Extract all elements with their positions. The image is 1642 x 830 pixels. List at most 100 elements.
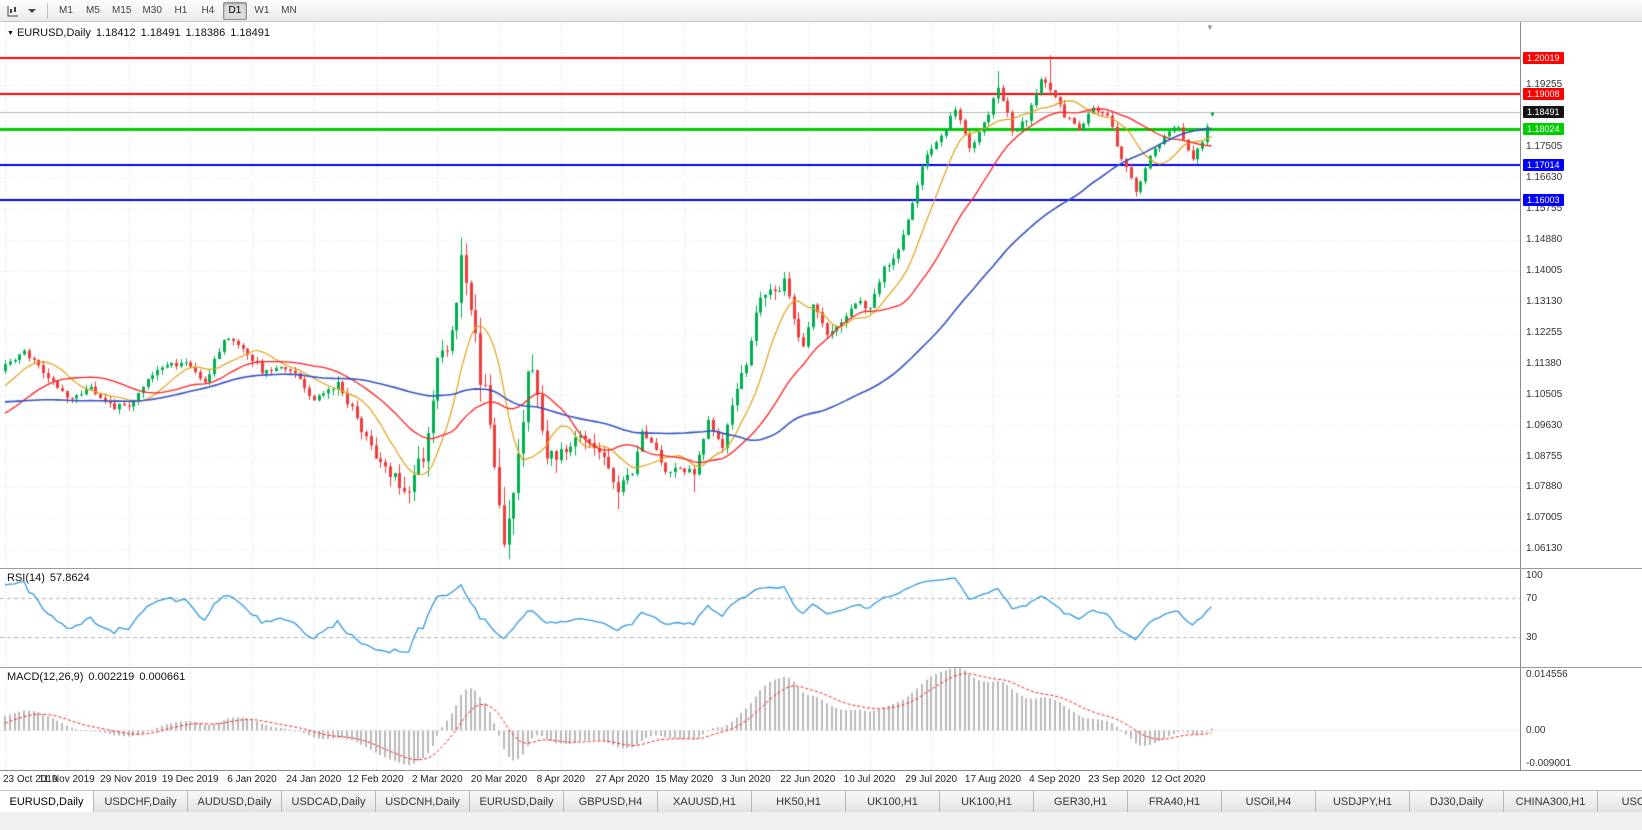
chart-tab-14-usdjpy-h1[interactable]: USDJPY,H1 — [1316, 791, 1410, 812]
timeframe-button-m15[interactable]: M15 — [112, 4, 132, 16]
price-tick-label: 1.17505 — [1526, 141, 1563, 153]
chart-title: ▼ EURUSD,Daily 1.18412 1.18491 1.18386 1.1849… — [7, 27, 270, 39]
price-tick-label: 1.08755 — [1526, 450, 1563, 462]
macd-axis-label: 0.00 — [1526, 725, 1546, 737]
macd-main-value: 0.002219 — [88, 671, 135, 683]
chart-canvas[interactable] — [0, 22, 1520, 770]
ohlc-high: 1.18491 — [140, 27, 181, 39]
price-level-badge: 1.18024 — [1523, 122, 1564, 135]
price-tick-label: 1.07880 — [1526, 481, 1563, 493]
bottom-strip — [0, 812, 1642, 830]
date-axis-label: 23 Sep 2020 — [1088, 774, 1145, 785]
price-tick-label: 1.16630 — [1526, 172, 1563, 184]
chevron-down-icon[interactable] — [23, 2, 41, 20]
chart-tab-13-usoil-h4[interactable]: USOil,H4 — [1222, 791, 1316, 812]
price-axis[interactable]: 1.192551.183801.175051.166301.157551.148… — [1520, 22, 1642, 770]
chart-tab-6-gbpusd-h4[interactable]: GBPUSD,H4 — [564, 791, 658, 812]
timeframe-button-w1[interactable]: W1 — [254, 4, 270, 16]
macd-signal-value: 0.000661 — [139, 671, 186, 683]
date-axis-label: 4 Sep 2020 — [1029, 774, 1081, 785]
rsi-value: 57.8624 — [49, 572, 90, 584]
macd-axis-label: 0.014556 — [1526, 669, 1568, 680]
date-axis-label: 29 Jul 2020 — [905, 774, 958, 785]
date-axis-label: 29 Nov 2019 — [100, 774, 157, 785]
chart-tab-9-uk100-h1[interactable]: UK100,H1 — [846, 791, 940, 812]
chart-tab-3-usdcad-daily[interactable]: USDCAD,Daily — [282, 791, 376, 812]
timeframe-button-m1[interactable]: M1 — [59, 4, 73, 16]
timeframe-button-m30[interactable]: M30 — [142, 4, 162, 16]
timeframe-button-d1[interactable]: D1 — [222, 1, 247, 20]
chart-symbol: EURUSD,Daily — [16, 27, 91, 39]
chart-tab-4-usdcnh-daily[interactable]: USDCNH,Daily — [376, 791, 470, 812]
date-axis-label: 22 Jun 2020 — [780, 774, 836, 785]
price-tick-label: 1.15755 — [1526, 203, 1563, 215]
date-axis-label: 12 Feb 2020 — [347, 774, 404, 785]
price-tick-label: 1.07005 — [1526, 512, 1563, 524]
price-level-badge: 1.20019 — [1523, 52, 1564, 65]
price-tick-label: 1.14880 — [1526, 234, 1563, 246]
rsi-label: RSI(14) 57.8624 — [7, 572, 90, 584]
date-axis-label: 11 Nov 2019 — [38, 774, 95, 785]
ohlc-close: 1.18491 — [230, 27, 270, 39]
chart-tab-1-usdchf-daily[interactable]: USDCHF,Daily — [94, 791, 188, 812]
price-tick-label: 1.10505 — [1526, 388, 1563, 400]
date-axis[interactable]: 23 Oct 2019 11 Nov 2019 29 Nov 2019 19 Dec … — [0, 770, 1642, 790]
date-axis-label: 8 Apr 2020 — [536, 774, 585, 785]
rsi-axis-label: 30 — [1526, 631, 1538, 643]
timeframe-button-h4[interactable]: H4 — [201, 4, 215, 16]
pane-separator-rsi[interactable] — [0, 568, 1642, 569]
price-level-badge: 1.18491 — [1523, 106, 1564, 119]
price-level-badge: 1.16003 — [1523, 194, 1564, 207]
chart-tab-16-china300-h1[interactable]: CHINA300,H1 — [1504, 791, 1598, 812]
chart-tab-11-ger30-h1[interactable]: GER30,H1 — [1034, 791, 1128, 812]
chart-tab-12-fra40-h1[interactable]: FRA40,H1 — [1128, 791, 1222, 812]
date-axis-label: 24 Jan 2020 — [286, 774, 342, 785]
pane-separator-macd[interactable] — [0, 667, 1642, 668]
ohlc-low: 1.18386 — [185, 27, 226, 39]
macd-label: MACD(12,26,9) 0.002219 0.000661 — [7, 671, 185, 683]
price-tick-label: 1.09630 — [1526, 419, 1563, 431]
chart-tab-5-eurusd-daily[interactable]: EURUSD,Daily — [470, 791, 564, 812]
chart-shift-marker[interactable]: ▼ — [1206, 23, 1214, 32]
date-axis-label: 20 Mar 2020 — [470, 774, 528, 785]
toolbar-separator — [47, 2, 48, 19]
chart-tabs-bar: EURUSD,Daily USDCHF,Daily AUDUSD,Daily USDC… — [0, 790, 1642, 812]
price-tick-label: 1.13130 — [1526, 295, 1563, 307]
symbol-triangle-icon: ▼ — [7, 30, 14, 37]
rsi-axis-label: 70 — [1526, 593, 1538, 605]
timeframe-toolbar: M1 M5 M15 M30 H1 H4 D1 W1 MN — [0, 0, 1642, 22]
date-axis-label: 12 Oct 2020 — [1151, 774, 1206, 785]
date-axis-label: 17 Aug 2020 — [964, 774, 1022, 785]
chart-tab-8-hk50-h1[interactable]: HK50,H1 — [752, 791, 846, 812]
price-tick-label: 1.06130 — [1526, 543, 1563, 555]
price-tick-label: 1.19255 — [1526, 79, 1563, 91]
price-tick-label: 1.11380 — [1526, 357, 1562, 369]
date-axis-label: 6 Jan 2020 — [227, 774, 277, 785]
chart-tab-17-usoil-h1[interactable]: USOil,H1 — [1598, 791, 1642, 812]
macd-axis-label: -0.009001 — [1526, 758, 1572, 769]
date-axis-label: 2 Mar 2020 — [411, 774, 463, 785]
timeframe-button-m5[interactable]: M5 — [86, 4, 100, 16]
ohlc-open: 1.18412 — [95, 27, 136, 39]
price-level-badge: 1.17014 — [1523, 158, 1564, 171]
price-tick-label: 1.12255 — [1526, 326, 1563, 338]
timeframe-buttons: M1 M5 M15 M30 H1 H4 D1 W1 MN — [54, 1, 301, 20]
timeframe-button-mn[interactable]: MN — [281, 4, 297, 16]
macd-name: MACD(12,26,9) — [7, 671, 84, 683]
chart-tab-15-dj30-daily[interactable]: DJ30,Daily — [1410, 791, 1504, 812]
price-level-badge: 1.19008 — [1523, 88, 1564, 101]
chart-tab-0-eurusd-daily[interactable]: EURUSD,Daily — [0, 791, 94, 812]
chart-tab-2-audusd-daily[interactable]: AUDUSD,Daily — [188, 791, 282, 812]
date-axis-label: 10 Jul 2020 — [843, 774, 896, 785]
chart-tab-10-uk100-h1[interactable]: UK100,H1 — [940, 791, 1034, 812]
date-axis-label: 23 Oct 2019 — [3, 774, 58, 785]
candlestick-chart-icon[interactable] — [4, 2, 22, 20]
date-axis-label: 15 May 2020 — [655, 774, 714, 785]
date-axis-label: 19 Dec 2019 — [161, 774, 219, 785]
rsi-axis-label: 100 — [1526, 570, 1543, 581]
date-axis-label: 27 Apr 2020 — [595, 774, 650, 785]
timeframe-button-h1[interactable]: H1 — [174, 4, 188, 16]
rsi-name: RSI(14) — [7, 572, 45, 584]
chart-tab-7-xauusd-h1[interactable]: XAUUSD,H1 — [658, 791, 752, 812]
